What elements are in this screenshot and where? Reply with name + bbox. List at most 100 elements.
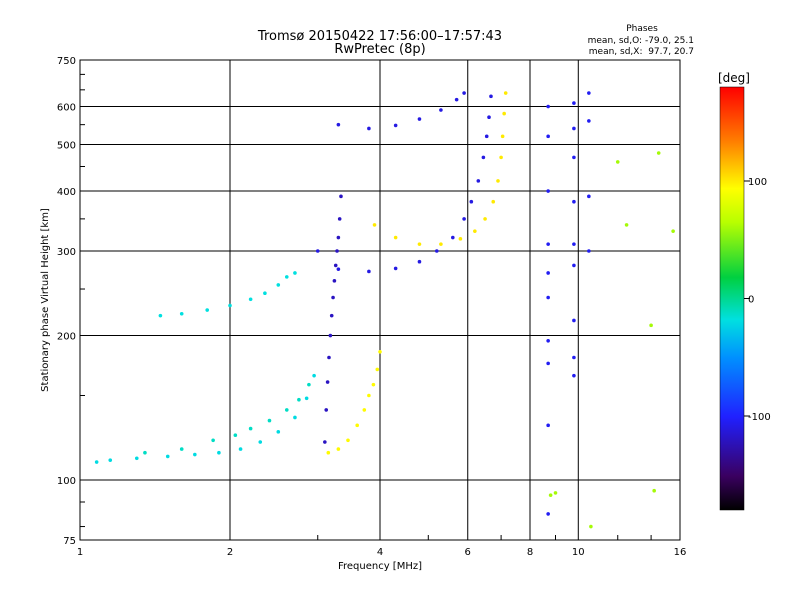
data-point [336,122,341,127]
data-point [553,491,558,495]
data-point [263,291,267,296]
data-point [337,217,342,221]
data-point [276,283,281,287]
data-point [462,217,466,221]
data-point [572,242,576,246]
x-tick-label: 10 [572,547,585,558]
plot-frame [79,59,681,541]
data-point [417,242,422,246]
colorbar-ticks: -100 0 100 [744,177,771,423]
data-point [367,126,371,131]
data-point [572,155,576,160]
data-point [211,438,215,443]
data-point [233,433,238,437]
data-point [572,126,576,131]
data-point [489,94,493,99]
data-point [652,488,656,493]
colorbar [719,86,745,511]
x-axis-ticks: 1 2 4 6 8 10 16 [77,535,687,558]
data-point [362,408,367,412]
data-point [108,458,113,462]
data-point [331,295,335,300]
x-tick-label: 1 [77,547,83,558]
data-point [546,295,550,300]
data-point [548,493,553,497]
data-point [336,447,341,451]
data-point [572,199,576,204]
data-point [572,355,576,360]
phases-title: Phases [626,24,658,34]
colorbar-tick-label: 0 [748,295,754,306]
data-point [417,117,422,121]
phases-x-stats: mean, sd,X: 97.7, 20.7 [589,47,694,57]
data-point [587,249,591,253]
data-point [165,454,170,459]
data-point [179,311,184,316]
data-point [371,382,376,387]
data-point [94,460,99,464]
data-point [546,242,550,246]
y-tick-label: 400 [57,187,76,198]
data-point [393,235,398,240]
data-point [546,271,550,275]
data-point [315,249,320,253]
data-point [375,367,380,372]
x-tick-label: 16 [674,547,687,558]
y-axis-ticks: 75 100 200 300 400 500 600 750 [57,56,85,547]
data-point [417,259,422,264]
y-tick-label: 600 [57,103,76,114]
data-point [393,266,398,271]
data-point [193,452,197,457]
data-point [587,194,591,199]
data-point [476,179,481,183]
data-point [324,408,329,412]
data-point [158,313,163,318]
data-point [327,355,331,360]
x-tick-label: 6 [465,547,471,558]
x-tick-label: 2 [227,547,233,558]
data-point [304,396,309,401]
data-point [502,111,506,116]
data-point [378,349,382,354]
data-point [312,373,316,378]
data-point [325,380,330,384]
data-point [284,275,289,279]
data-point [439,108,443,112]
data-point [336,235,341,240]
data-point [546,104,550,109]
y-tick-label: 200 [57,332,76,343]
data-point [546,361,550,366]
data-point [228,303,232,308]
data-point [284,408,289,412]
x-tick-label: 8 [527,547,533,558]
data-point [572,318,576,323]
data-point [624,223,629,227]
data-point [481,155,486,160]
data-point [439,242,443,246]
data-point [333,263,338,268]
data-point [367,269,371,274]
colorbar-label: [deg] [718,71,750,85]
y-axis-label: Stationary phase Virtual Height [km] [40,208,51,392]
chart-subtitle: RwPretec (8p) [334,42,425,57]
data-point [323,440,327,444]
data-point [615,160,620,164]
data-point [572,373,576,378]
data-point [572,263,576,268]
grid-lines [80,60,680,540]
data-point [572,101,576,105]
data-point [499,155,503,160]
data-point [372,223,377,227]
x-tick-label: 4 [377,547,383,558]
data-point [293,415,297,420]
data-point [339,194,343,199]
data-point [491,199,496,204]
data-point [589,524,593,529]
data-point [503,91,508,95]
data-point [469,199,474,204]
data-point [307,382,311,387]
data-points [94,91,675,529]
data-point [649,323,653,328]
data-point [329,313,334,318]
data-point [276,430,281,434]
